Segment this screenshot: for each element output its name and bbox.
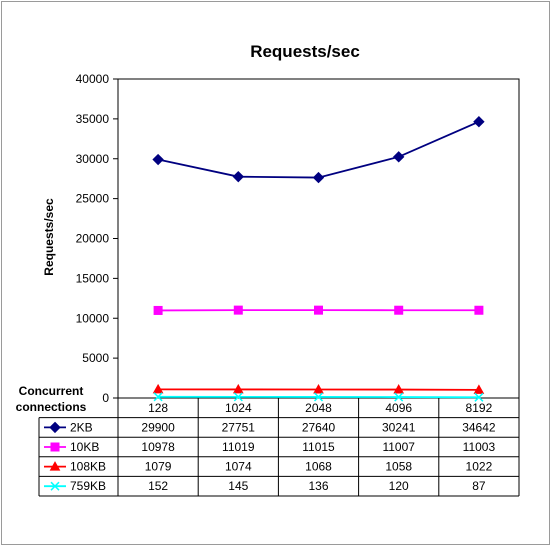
data-point (313, 392, 324, 402)
data-point (473, 384, 485, 394)
data-point (49, 421, 61, 434)
x-axis-label-line-2: connections (16, 400, 87, 414)
series-10kb (153, 305, 484, 315)
data-point (312, 171, 325, 184)
chart-title: Requests/sec (250, 42, 360, 61)
legend-label: 108KB (70, 460, 106, 474)
data-point (153, 305, 163, 315)
plot-area (117, 78, 520, 399)
y-tick-label: 40000 (76, 72, 110, 86)
table-cell: 30241 (382, 420, 416, 434)
y-tick-label: 0 (102, 391, 109, 405)
data-point (394, 392, 404, 402)
data-point (394, 305, 404, 315)
y-tick-label: 10000 (76, 311, 110, 325)
legend-label: 2KB (70, 420, 93, 434)
series-line (157, 120, 480, 179)
data-point (232, 383, 244, 394)
table-cell: 87 (472, 479, 486, 493)
legend-label: 10KB (70, 440, 99, 454)
data-point-stroke (233, 392, 243, 402)
table-row-759kb: 759KB 152 145 136 120 87 (44, 479, 486, 493)
data-point-stroke (313, 392, 324, 402)
data-point (473, 116, 485, 128)
data-point (232, 170, 245, 183)
data-point-stroke (394, 392, 404, 402)
data-point-stroke (50, 481, 60, 491)
y-tick-label: 30000 (76, 152, 110, 166)
y-tick-label: 20000 (76, 232, 110, 246)
table-cell: 11003 (463, 440, 496, 454)
x-axis-label-line-1: Concurrent (19, 384, 84, 398)
data-point-stroke (474, 392, 484, 402)
table-cell: 11015 (302, 440, 335, 454)
data-point (233, 305, 243, 315)
data-point (474, 392, 484, 402)
table-cell: 1068 (305, 460, 332, 474)
series-2kb (152, 116, 485, 184)
plot-border (117, 78, 520, 399)
table-cell: 34642 (462, 420, 496, 434)
table-cell: 1074 (225, 460, 252, 474)
data-point (152, 153, 164, 166)
y-tick-label: 35000 (76, 112, 110, 126)
x-tick-label: 8192 (466, 401, 493, 415)
y-tick-label: 15000 (76, 271, 110, 285)
y-tick-label: 5000 (82, 351, 109, 365)
y-axis-label: Requests/sec (42, 198, 56, 276)
table-cell: 120 (389, 479, 409, 493)
table-cell: 152 (148, 479, 168, 493)
series-108kb (152, 383, 485, 394)
table-cell: 11007 (382, 440, 415, 454)
data-point (152, 383, 164, 394)
data-point (50, 442, 60, 452)
series-lines (152, 116, 485, 402)
data-table: 128 1024 2048 4096 8192 2KB 29900 27751 27640 302… (38, 398, 520, 497)
data-point (153, 392, 163, 402)
data-point (314, 305, 323, 315)
x-tick-label: 1024 (225, 401, 252, 415)
x-tick-label: 4096 (385, 401, 412, 415)
series-759kb (153, 392, 484, 402)
data-point (393, 384, 405, 394)
data-point-stroke (153, 392, 163, 402)
data-point (49, 461, 61, 471)
y-tick-label: 25000 (76, 192, 110, 206)
data-point (392, 151, 405, 163)
table-cell: 27640 (302, 420, 336, 434)
table-cell: 10978 (141, 440, 175, 454)
table-cell: 27751 (222, 420, 256, 434)
data-point (474, 305, 484, 315)
table-cell: 11019 (222, 440, 255, 454)
data-point (50, 481, 60, 491)
x-tick-label: 2048 (305, 401, 332, 415)
table-cell: 1079 (145, 460, 172, 474)
table-row-10kb: 10KB 10978 11019 11015 11007 11003 (44, 440, 495, 454)
table-row-2kb: 2KB 29900 27751 27640 30241 34642 (44, 420, 496, 434)
table-cell: 136 (308, 479, 328, 493)
data-point (313, 383, 324, 394)
table-cell: 145 (228, 479, 248, 493)
y-axis-ticks: 0 5000 10000 15000 20000 25000 30000 35000 40000 (76, 72, 118, 405)
data-point (233, 392, 243, 402)
legend-label: 759KB (70, 479, 106, 493)
x-tick-label: 128 (148, 401, 168, 415)
table-row-108kb: 108KB 1079 1074 1068 1058 1022 (44, 460, 493, 474)
table-cell: 29900 (141, 420, 175, 434)
table-cell: 1022 (466, 460, 493, 474)
table-cell: 1058 (385, 460, 412, 474)
